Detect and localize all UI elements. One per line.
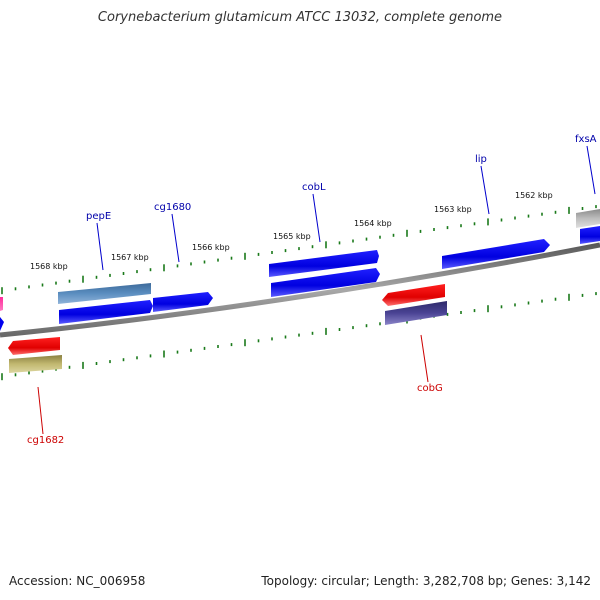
gene-label-fxsA[interactable]: fxsA: [575, 134, 597, 145]
leader-cg1682: [37, 386, 44, 435]
tick-label-1562: 1562 kbp: [515, 191, 553, 200]
genome-backbone: [0, 242, 600, 338]
leader-fxsA: [586, 145, 596, 195]
gene-feature-steelblue[interactable]: [58, 283, 151, 304]
gene-feature-left-pink[interactable]: [0, 297, 3, 311]
gene-feature-cobG[interactable]: [382, 284, 445, 306]
gene-label-cg1682[interactable]: cg1682: [27, 435, 64, 446]
tick-label-1566: 1566 kbp: [192, 243, 230, 252]
gene-feature-cg1680[interactable]: [153, 292, 213, 312]
map-title: Corynebacterium glutamicum ATCC 13032, c…: [97, 10, 503, 25]
feature-row-forward-outer: [58, 209, 600, 304]
gene-label-cobG[interactable]: cobG: [417, 383, 443, 394]
leader-cg1680: [171, 213, 180, 263]
tick-marks-inner: [1, 292, 597, 381]
feature-row-reverse: [8, 284, 447, 373]
accession-text: Accession: NC_006958: [9, 574, 146, 588]
gene-feature-fxsA[interactable]: [580, 226, 600, 244]
gene-label-cobL[interactable]: cobL: [302, 182, 326, 193]
tick-label-1565: 1565 kbp: [273, 232, 311, 241]
leader-lip: [480, 165, 490, 215]
gene-feature-cobL-2[interactable]: [271, 268, 380, 297]
leader-cobL: [312, 193, 321, 243]
tick-label-1567: 1567 kbp: [111, 253, 149, 262]
tick-label-1564: 1564 kbp: [354, 219, 392, 228]
genome-summary-text: Topology: circular; Length: 3,282,708 bp…: [261, 574, 591, 588]
feature-row-forward-inner: [0, 226, 600, 331]
gene-feature-lip[interactable]: [442, 239, 550, 269]
leader-pepE: [96, 222, 104, 271]
leader-cobG: [420, 334, 429, 383]
gene-feature-gray[interactable]: [576, 209, 600, 228]
tick-marks-outer: [1, 205, 597, 295]
gene-feature-pepE[interactable]: [59, 300, 153, 324]
gene-labels: pepE cg1680 cobL lip fxsA cg1682 cobG: [27, 134, 597, 446]
gene-feature-cg1682[interactable]: [8, 337, 60, 355]
gene-label-lip[interactable]: lip: [475, 154, 487, 165]
gene-feature-left-blue[interactable]: [0, 317, 4, 331]
gene-label-pepE[interactable]: pepE: [86, 211, 111, 222]
tick-label-1568: 1568 kbp: [30, 262, 68, 271]
gene-feature-cobL-1[interactable]: [269, 250, 379, 277]
gene-feature-navy[interactable]: [385, 301, 447, 325]
tick-label-1563: 1563 kbp: [434, 205, 472, 214]
label-leaders: [37, 145, 596, 435]
gene-feature-olive[interactable]: [9, 355, 62, 373]
gene-label-cg1680[interactable]: cg1680: [154, 202, 191, 213]
